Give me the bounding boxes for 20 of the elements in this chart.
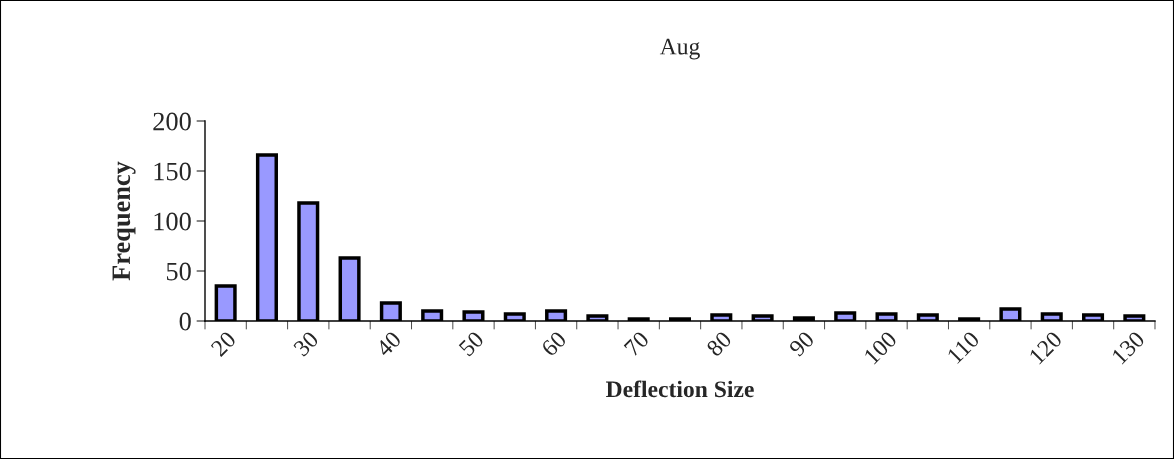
y-tick-label: 150 (154, 162, 191, 181)
y-tick-label: 200 (153, 112, 191, 131)
chart-title: Aug (659, 38, 700, 60)
y-tick-label: 0 (179, 312, 191, 331)
y-axis-title: Frequency (112, 161, 136, 281)
x-tick-label: 100 (863, 330, 898, 365)
x-tick-label: 50 (458, 330, 485, 357)
x-tick-label: 90 (788, 330, 816, 358)
x-tick-label: 70 (623, 330, 650, 357)
x-tick-label: 60 (540, 330, 568, 358)
x-tick-label: 40 (374, 330, 402, 358)
x-tick-label: 20 (210, 330, 237, 358)
x-tick-label: 120 (1028, 330, 1063, 365)
x-tick-label: 110 (946, 330, 981, 365)
x-tick-label: 130 (1111, 330, 1146, 365)
x-tick-label: 80 (705, 330, 733, 358)
y-tick-label: 100 (154, 212, 191, 231)
x-tick-label: 30 (292, 330, 320, 357)
y-tick-label: 50 (166, 262, 191, 281)
x-axis-title: Deflection Size (606, 380, 754, 398)
